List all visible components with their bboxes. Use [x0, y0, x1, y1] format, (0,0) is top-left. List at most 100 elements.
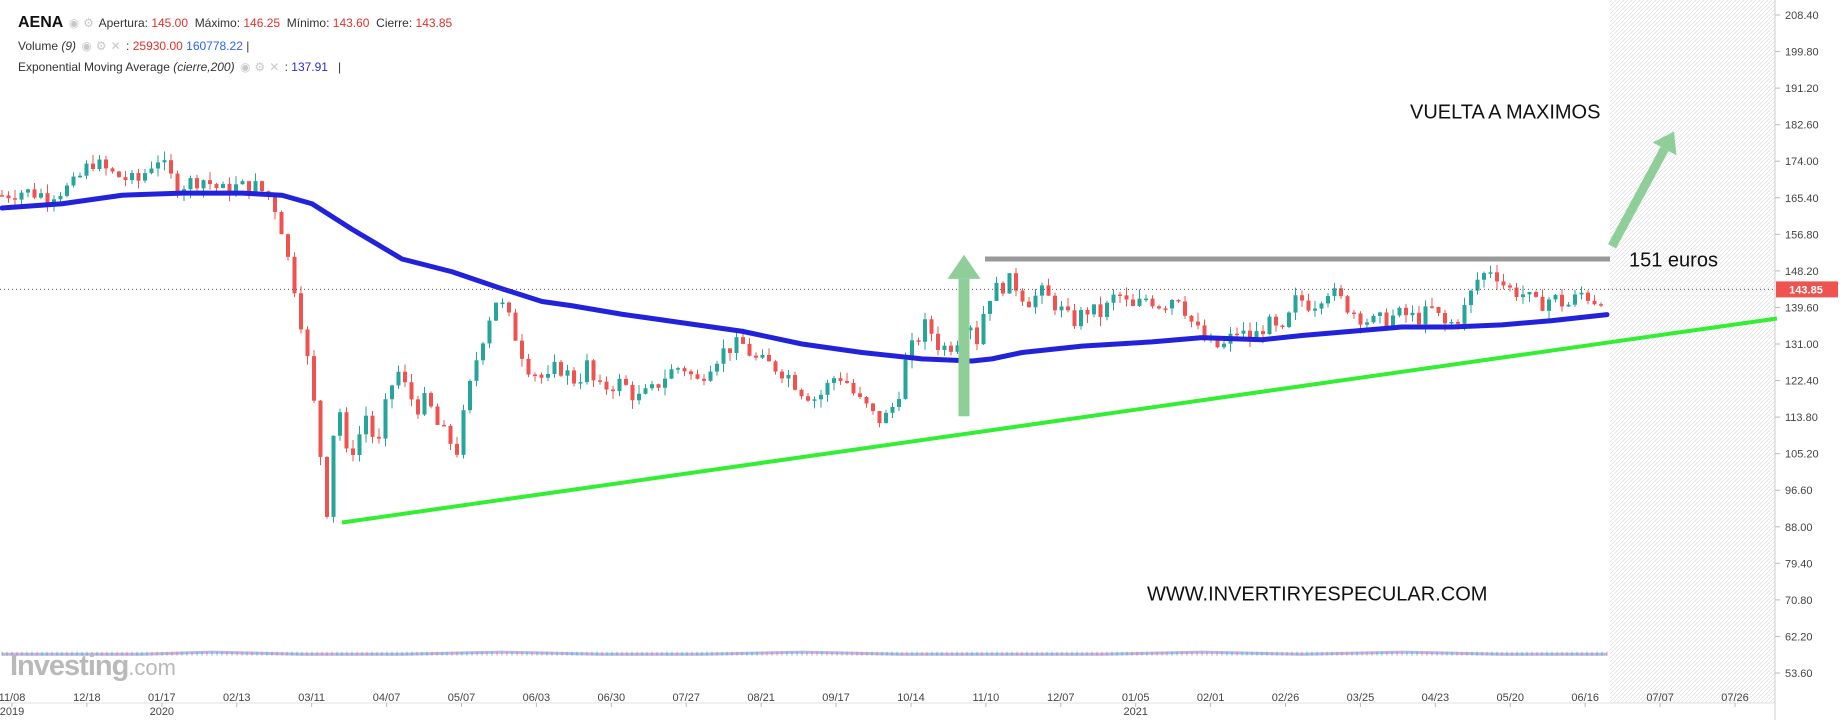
candle-down: [1085, 310, 1090, 315]
candle-up: [565, 370, 570, 376]
candle-down: [1592, 300, 1597, 305]
candle-up: [617, 378, 622, 392]
volume-layer: [1, 650, 1608, 656]
candle-up: [65, 185, 69, 196]
x-tick-label: 09/17: [822, 692, 850, 704]
candle-up: [734, 337, 739, 354]
candle-down: [1599, 304, 1603, 306]
volume-label: Volume: [18, 39, 59, 53]
gear-icon[interactable]: ⚙: [95, 39, 107, 53]
candle-down: [1540, 296, 1545, 311]
candle-up: [1241, 330, 1246, 334]
candle-down: [123, 177, 128, 181]
x-tick-year: 2021: [1123, 706, 1147, 718]
candle-down: [1150, 298, 1155, 307]
gear-icon[interactable]: ⚙: [83, 16, 94, 30]
candle-down: [1001, 282, 1005, 294]
candle-up: [1365, 322, 1369, 325]
apertura-value: 145.00: [151, 16, 189, 30]
candle-up: [234, 184, 238, 195]
candle-up: [1579, 292, 1584, 295]
candle-down: [344, 412, 349, 449]
candle-up: [910, 340, 914, 360]
candle-down: [1183, 301, 1187, 316]
maximo-value: 146.25: [243, 16, 281, 30]
candle-down: [507, 302, 511, 313]
candle-down: [1352, 312, 1356, 315]
ohlc-legend: AENA ◉ ⚙ Apertura: 145.00 Máximo: 146.25 …: [18, 14, 452, 32]
candle-down: [858, 393, 862, 398]
candle-down: [110, 168, 115, 172]
candle-down: [630, 384, 635, 401]
candle-down: [169, 160, 173, 174]
candle-down: [513, 312, 518, 341]
close-icon[interactable]: ✕: [269, 60, 280, 74]
candle-up: [143, 173, 147, 181]
candle-up: [942, 345, 947, 351]
x-tick-label: 03/11: [298, 692, 325, 704]
candle-up: [1293, 295, 1298, 313]
x-tick-label: 04/23: [1422, 692, 1450, 704]
candle-up: [487, 320, 492, 344]
candle-down: [611, 389, 615, 392]
candle-up: [1469, 290, 1473, 306]
target-arrow: [1608, 131, 1677, 249]
candle-up: [663, 378, 667, 388]
candle-up: [188, 178, 193, 190]
candle-up: [1449, 321, 1454, 324]
x-tick-label: 03/25: [1347, 692, 1375, 704]
candle-up: [1144, 298, 1148, 301]
candle-down: [227, 183, 232, 195]
candle-up: [546, 373, 550, 378]
axes-layer: 208.40 199.80 191.20 182.60 174.00 165.40 156.…: [0, 10, 1838, 718]
candle-down: [1358, 313, 1363, 325]
candle-up: [156, 162, 160, 169]
eye-icon[interactable]: ◉: [81, 39, 92, 53]
apertura-label: Apertura:: [98, 16, 148, 30]
candle-up: [669, 369, 674, 379]
candle-up: [84, 163, 89, 176]
candle-down: [1248, 330, 1252, 341]
candle-down: [936, 333, 940, 351]
annotation-layer: VUELTA A MAXIMOS 151 euros WWW.INVERTIRYES…: [947, 102, 1718, 606]
y-tick-label: 122.40: [1785, 376, 1819, 388]
volume-bars: [2, 650, 1607, 656]
eye-icon[interactable]: ◉: [68, 16, 80, 30]
candle-down: [273, 196, 277, 213]
candle-up: [1254, 331, 1259, 341]
target-annotation: VUELTA A MAXIMOS: [1410, 102, 1600, 124]
candle-down: [1176, 299, 1181, 302]
volume-param: (9): [61, 39, 77, 53]
candle-up: [1527, 292, 1532, 295]
close-icon[interactable]: ✕: [110, 39, 121, 53]
y-tick-label: 96.60: [1785, 485, 1813, 497]
last-price-tag: [1776, 281, 1838, 298]
x-tick-label: 11/10: [973, 692, 1000, 704]
gear-icon[interactable]: ⚙: [254, 60, 266, 74]
x-tick-label: 06/16: [1571, 692, 1599, 704]
candle-down: [851, 382, 856, 394]
eye-icon[interactable]: ◉: [239, 60, 251, 74]
candle-down: [806, 396, 810, 401]
candle-up: [1079, 310, 1083, 327]
candle-down: [1514, 287, 1519, 298]
candle-up: [1482, 273, 1486, 280]
candle-down: [0, 195, 4, 197]
x-tick-label: 01/17: [148, 692, 176, 704]
candle-up: [903, 359, 908, 399]
candle-up: [585, 360, 589, 383]
candle-down: [104, 159, 108, 169]
candle-up: [1170, 299, 1174, 309]
candle-down: [1118, 294, 1122, 296]
candle-down: [741, 337, 745, 344]
x-tick-year: 2019: [0, 706, 24, 718]
investing-logo: Investing.com: [10, 650, 176, 682]
candle-up: [357, 434, 362, 456]
breakout-arrow-head: [947, 254, 981, 279]
candle-down: [175, 173, 180, 195]
candle-down: [793, 374, 797, 390]
support-trendline[interactable]: [341, 316, 1778, 525]
candle-down: [695, 374, 700, 379]
ema-200-line[interactable]: [0, 190, 1610, 364]
